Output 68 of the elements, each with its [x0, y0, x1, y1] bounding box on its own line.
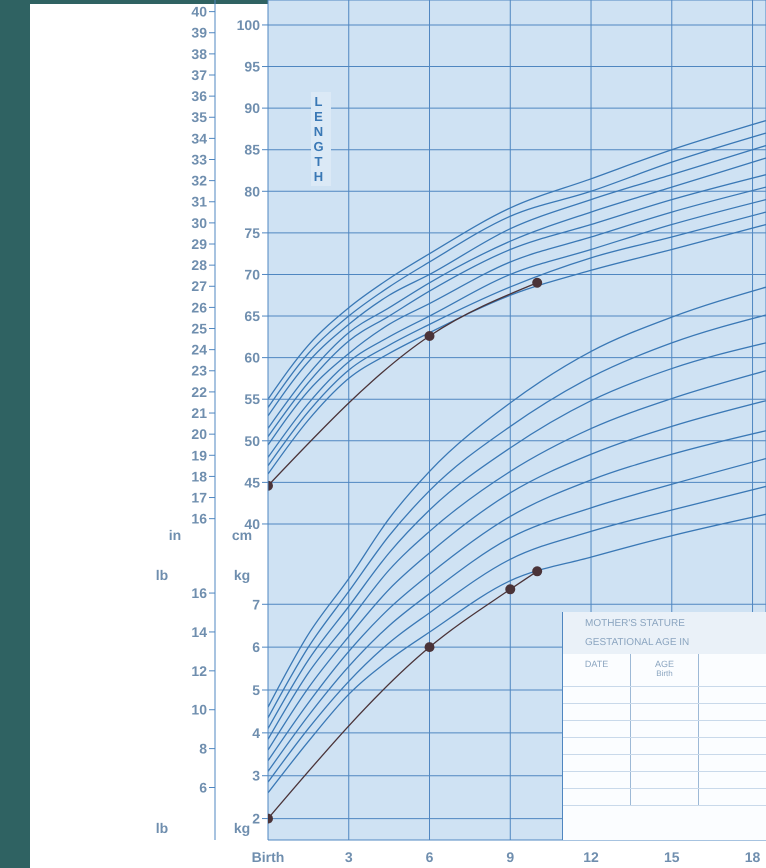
y-tick-label: 65	[244, 308, 260, 324]
y2-tick-label: 25	[191, 320, 208, 336]
y2-tick-label: 22	[191, 384, 208, 400]
y2-tick-label: 37	[191, 66, 208, 83]
y2-tick-label: 26	[191, 299, 208, 316]
y2-tick-label: 16	[191, 585, 208, 602]
annotation: AGE	[654, 659, 675, 669]
y-tick-label: 70	[244, 266, 260, 282]
y-tick-label: 50	[244, 432, 260, 449]
y-tick-label: 55	[244, 391, 260, 408]
y2-tick-label: 40	[191, 4, 208, 20]
y2-axis-title: in	[168, 527, 182, 543]
y2-tick-label: 38	[191, 46, 208, 62]
y-tick-label: 75	[244, 224, 260, 241]
y-tick-label: 45	[244, 474, 260, 490]
y-tick-label: 95	[244, 58, 260, 75]
y-tick-label: 80	[244, 183, 260, 200]
y-tick-label: 6	[252, 639, 260, 656]
text: kg	[234, 820, 250, 836]
annotation: DATE	[563, 654, 631, 686]
y2-tick-label: 24	[191, 342, 208, 358]
annotation: GESTATIONAL AGE IN	[585, 636, 690, 650]
y2-tick-label: 6	[199, 779, 208, 796]
y2-tick-label: 8	[199, 740, 208, 757]
y2-tick-label: 10	[191, 702, 208, 718]
y2-tick-label: 20	[191, 426, 208, 442]
y2-tick-label: 27	[191, 278, 208, 294]
y2-tick-label: 34	[191, 130, 208, 146]
y-tick-label: 3	[252, 768, 260, 784]
annotation: Birth	[655, 669, 674, 678]
y2-tick-label: 31	[191, 194, 208, 210]
x-tick-label: 12	[583, 849, 600, 865]
y2-tick-label: 33	[191, 151, 208, 168]
y2-tick-label: 30	[191, 214, 208, 231]
y2-axis-title: lb	[154, 567, 170, 583]
text: lb	[156, 820, 168, 836]
y2-tick-label: 36	[191, 88, 208, 104]
y2-tick-label: 35	[191, 109, 208, 126]
y-tick-label: 4	[252, 724, 260, 741]
y-tick-label: 90	[244, 100, 260, 116]
x-tick-label: 9	[506, 849, 514, 865]
x-tick-label: 6	[426, 849, 434, 865]
y-tick-label: 85	[244, 142, 260, 158]
x-tick-label: 18	[744, 849, 761, 865]
y2-tick-label: 23	[191, 362, 208, 379]
y-tick-label: 2	[252, 810, 260, 827]
x-tick-label: 15	[664, 849, 680, 865]
y2-tick-label: 12	[191, 662, 208, 679]
annotation: LENGTH	[311, 92, 331, 186]
y-tick-label: 100	[236, 16, 260, 33]
y2-tick-label: 14	[191, 624, 208, 640]
y-tick-label: 5	[252, 682, 260, 698]
y2-tick-label: 39	[191, 24, 208, 41]
y-tick-label: 40	[244, 516, 260, 532]
y2-tick-label: 28	[191, 257, 208, 274]
y-axis-title: kg	[232, 567, 252, 583]
y2-tick-label: 29	[191, 236, 208, 252]
y2-tick-label: 17	[191, 490, 208, 506]
y-tick-label: 60	[244, 350, 260, 366]
x-tick-label: 3	[344, 849, 353, 865]
y-tick-label: 7	[252, 596, 260, 612]
annotation: MOTHER'S STATURE	[585, 617, 686, 631]
y2-tick-label: 18	[191, 468, 208, 484]
y2-tick-label: 19	[191, 447, 208, 464]
x-tick-label: Birth	[252, 849, 284, 865]
y2-tick-label: 21	[191, 405, 208, 421]
y2-tick-label: 16	[191, 510, 208, 527]
y2-tick-label: 32	[191, 172, 208, 189]
